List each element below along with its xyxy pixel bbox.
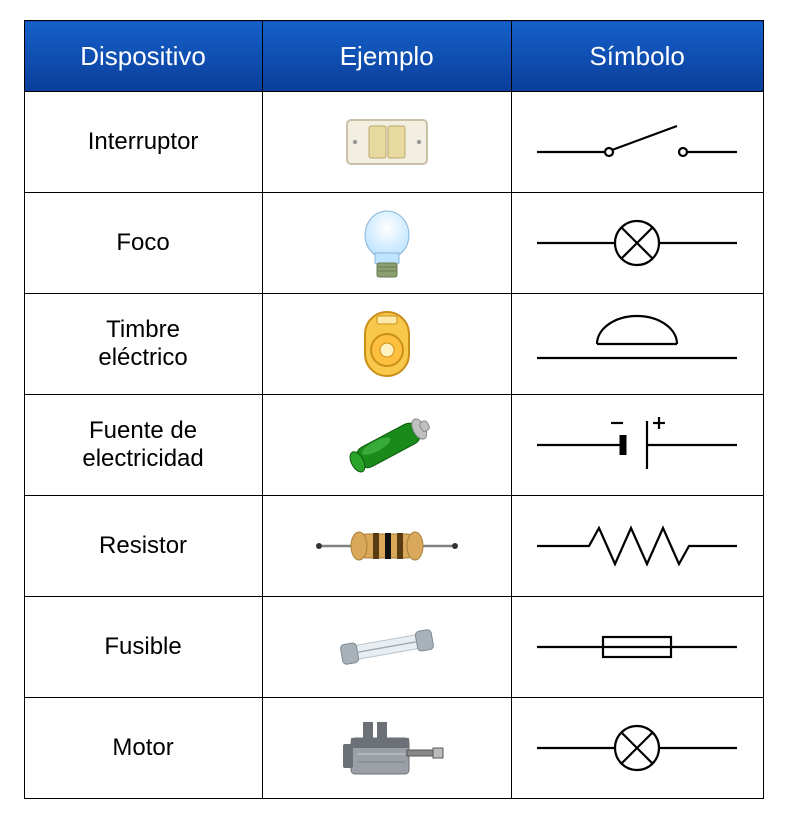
battery-symbol-icon [511,395,763,496]
motor-icon [262,698,511,799]
table-row: Motor [24,698,763,799]
table-row: Foco [24,193,763,294]
device-name: Foco [24,193,262,294]
device-name: Interruptor [24,92,262,193]
fuse-icon [262,597,511,698]
col-dispositivo: Dispositivo [24,21,262,92]
battery-icon [262,395,511,496]
fuse-symbol-icon [511,597,763,698]
table-row: Fusible [24,597,763,698]
switch-plate-icon [262,92,511,193]
device-name: Timbreeléctrico [24,294,262,395]
switch-symbol-icon [511,92,763,193]
motor-symbol-icon [511,698,763,799]
resistor-symbol-icon [511,496,763,597]
device-name: Resistor [24,496,262,597]
lamp-symbol-icon [511,193,763,294]
table-row: Timbreeléctrico [24,294,763,395]
doorbell-icon [262,294,511,395]
components-table: Dispositivo Ejemplo Símbolo Interruptor … [24,20,764,799]
col-simbolo: Símbolo [511,21,763,92]
device-name: Motor [24,698,262,799]
device-name: Fuente deelectricidad [24,395,262,496]
col-ejemplo: Ejemplo [262,21,511,92]
table-body: Interruptor Foco [24,92,763,799]
light-bulb-icon [262,193,511,294]
table-row: Fuente deelectricidad [24,395,763,496]
bell-symbol-icon [511,294,763,395]
device-name: Fusible [24,597,262,698]
table-row: Interruptor [24,92,763,193]
resistor-icon [262,496,511,597]
header-row: Dispositivo Ejemplo Símbolo [24,21,763,92]
table-row: Resistor [24,496,763,597]
